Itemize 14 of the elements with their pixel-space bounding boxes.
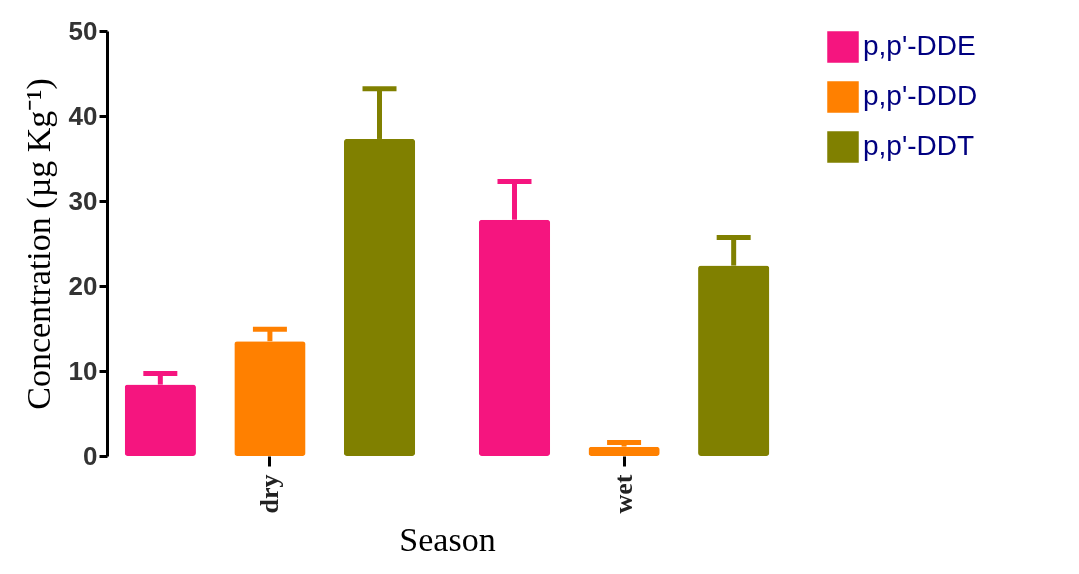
bar — [588, 446, 660, 456]
y-tick-label: 50 — [68, 15, 98, 46]
x-tick-label: dry — [254, 474, 284, 514]
y-axis-title: Concentration (µg Kg⁻¹) — [19, 78, 58, 410]
legend-label: p,p'-DDD — [863, 80, 978, 111]
x-axis-title: Season — [399, 520, 496, 558]
y-tick-label: 40 — [68, 100, 98, 131]
legend-label: p,p'-DDE — [863, 30, 976, 61]
legend-label: p,p'-DDT — [863, 130, 975, 161]
y-tick-label: 0 — [83, 440, 98, 471]
y-tick-label: 10 — [68, 355, 98, 386]
x-tick-label: wet — [609, 474, 639, 514]
y-tick-label: 30 — [68, 185, 98, 216]
y-tick-label: 20 — [68, 270, 98, 301]
